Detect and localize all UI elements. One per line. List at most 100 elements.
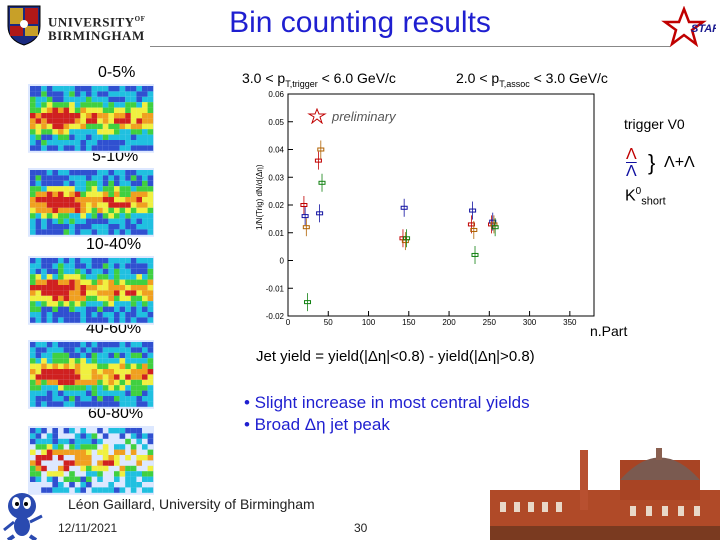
- heatmap-cell: [125, 107, 131, 113]
- heatmap-cell: [136, 96, 142, 103]
- university-of: OF: [134, 15, 146, 23]
- heatmap-cell: [130, 312, 137, 318]
- heatmap-cell: [30, 113, 36, 119]
- heatmap-cell: [108, 396, 114, 402]
- x-tick-label: 100: [362, 318, 376, 325]
- heatmap-cell: [125, 347, 131, 353]
- heatmap-cell: [119, 202, 126, 208]
- heatmap-cell: [125, 197, 131, 203]
- heatmap-cell: [86, 113, 92, 119]
- heatmap-cell: [58, 186, 64, 192]
- heatmap-cell: [147, 268, 154, 275]
- heatmap-cell: [114, 312, 120, 318]
- heatmap-cell: [86, 274, 92, 280]
- heatmap-cell: [80, 347, 86, 353]
- heatmap-cell: [142, 263, 148, 269]
- heatmap-cell: [52, 385, 58, 391]
- heatmap-cell: [119, 145, 126, 151]
- heatmap-cell: [147, 218, 154, 224]
- heatmap-cell: [91, 129, 98, 135]
- heatmap-cell: [125, 134, 131, 140]
- heatmap-cell: [91, 347, 98, 353]
- heatmap-cell: [69, 317, 75, 323]
- heatmap-cell: [125, 96, 131, 103]
- x-axis-label: n.Part: [590, 323, 628, 339]
- heatmap-cell: [102, 129, 109, 135]
- heatmap-cell: [52, 482, 58, 488]
- heatmap-cell: [136, 186, 142, 192]
- heatmap-cell: [119, 180, 126, 187]
- heatmap-cell: [142, 229, 148, 235]
- heatmap-cell: [136, 471, 142, 477]
- heatmap-cell: [41, 347, 47, 353]
- heatmap-cell: [35, 197, 42, 203]
- university-building-image: [470, 440, 720, 540]
- heatmap-cell: [52, 476, 58, 482]
- heatmap-cell: [119, 175, 126, 181]
- heatmap-cell: [86, 86, 92, 92]
- heatmap-cell: [86, 218, 92, 224]
- heatmap-cell: [136, 312, 142, 318]
- heatmap-cell: [41, 107, 47, 113]
- heatmap-cell: [91, 285, 98, 291]
- heatmap-cell: [147, 145, 154, 151]
- heatmap-cell: [46, 197, 53, 203]
- heatmap-cell: [41, 202, 47, 208]
- heatmap-cell: [63, 460, 70, 466]
- heatmap-cell: [125, 301, 131, 307]
- heatmap-cell: [63, 91, 70, 97]
- heatmap-cell: [69, 218, 75, 224]
- heatmap-cell: [46, 352, 53, 359]
- heatmap-cell: [97, 274, 103, 280]
- data-point: [470, 227, 478, 232]
- heatmap-cell: [108, 140, 114, 146]
- heatmap-cell: [91, 86, 98, 92]
- heatmap-cell: [119, 258, 126, 264]
- heatmap-cell: [97, 487, 103, 493]
- heatmap-cell: [125, 465, 131, 472]
- heatmap-cell: [74, 129, 81, 135]
- heatmap-cell: [119, 290, 126, 296]
- heatmap-cell: [30, 465, 36, 472]
- heatmap-cell: [102, 91, 109, 97]
- heatmap-cell: [130, 428, 137, 434]
- heatmap-cell: [142, 363, 148, 369]
- heatmap-cell: [136, 140, 142, 146]
- heatmap-cell: [108, 229, 114, 235]
- heatmap-cell: [30, 363, 36, 369]
- heatmap-cell: [69, 91, 75, 97]
- heatmap-cell: [63, 113, 70, 119]
- heatmap-cell: [74, 258, 81, 264]
- heatmap-cell: [74, 113, 81, 119]
- heatmap-cell: [63, 229, 70, 235]
- heatmap-cell: [80, 197, 86, 203]
- heatmap-cell: [74, 342, 81, 348]
- footer-date: 12/11/2021: [58, 521, 118, 535]
- heatmap-cell: [91, 274, 98, 280]
- heatmap-cell: [136, 301, 142, 307]
- heatmap-cell: [52, 312, 58, 318]
- heatmap-cell: [97, 396, 103, 402]
- heatmap-cell: [86, 396, 92, 402]
- heatmap-cell: [119, 107, 126, 113]
- heatmap-cell: [102, 279, 109, 285]
- heatmap-cell: [74, 449, 81, 455]
- heatmap-cell: [52, 134, 58, 140]
- heatmap-cell: [63, 476, 70, 482]
- heatmap-cell: [108, 224, 114, 230]
- heatmap-cell: [119, 118, 126, 124]
- heatmap-cell: [41, 123, 47, 130]
- heatmap-cell: [108, 175, 114, 181]
- heatmap-cell: [97, 352, 103, 359]
- heatmap-cell: [35, 224, 42, 230]
- heatmap-cell: [86, 352, 92, 359]
- heatmap-cell: [74, 175, 81, 181]
- heatmap-cell: [58, 358, 64, 364]
- heatmap-cell: [46, 347, 53, 353]
- heatmap-cell: [74, 268, 81, 275]
- heatmap-cell: [46, 263, 53, 269]
- heatmap-cell: [119, 279, 126, 285]
- heatmap-cell: [119, 197, 126, 203]
- heatmap-cell: [97, 140, 103, 146]
- heatmap-cell: [80, 218, 86, 224]
